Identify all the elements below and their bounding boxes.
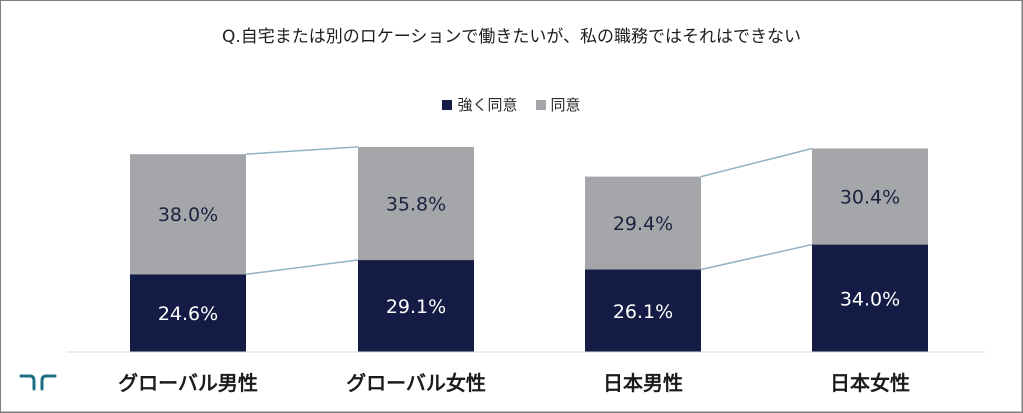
data-label-agree: 38.0% <box>158 204 218 226</box>
category-label: 日本女性 <box>830 371 910 395</box>
bar-strong <box>812 244 928 352</box>
category-label: 日本男性 <box>603 371 683 395</box>
legend-item-strong: 強く同意 <box>442 94 518 115</box>
category-label: グローバル女性 <box>346 371 486 395</box>
legend-swatch-strong <box>442 99 453 110</box>
company-logo-icon <box>18 372 58 396</box>
data-label-strong: 24.6% <box>158 303 218 325</box>
connector-line-top <box>700 147 813 178</box>
category-label: グローバル男性 <box>118 371 258 395</box>
bar-strong <box>358 260 474 352</box>
legend-item-agree: 同意 <box>535 94 581 115</box>
data-label-agree: 35.8% <box>386 193 446 215</box>
legend-swatch-agree <box>535 99 546 110</box>
connector-line-boundary <box>245 259 359 276</box>
bar-agree <box>130 154 246 275</box>
bar-agree <box>812 148 928 245</box>
data-label-strong: 26.1% <box>613 301 673 323</box>
chart-title: Q.自宅または別のロケーションで働きたいが、私の職務ではそれはできない <box>221 27 802 47</box>
connector-line-boundary <box>700 243 813 271</box>
connector-line-top <box>245 146 359 155</box>
data-label-strong: 29.1% <box>386 296 446 318</box>
bar-strong <box>130 274 246 352</box>
bar-agree <box>585 176 701 270</box>
data-label-agree: 29.4% <box>613 213 673 235</box>
data-label-strong: 34.0% <box>840 288 900 310</box>
data-label-agree: 30.4% <box>840 187 900 209</box>
legend: 強く同意 同意 <box>0 94 1023 115</box>
bar-strong <box>585 269 701 352</box>
legend-label-strong: 強く同意 <box>457 96 518 114</box>
legend-label-agree: 同意 <box>550 96 581 114</box>
bar-agree <box>358 146 474 261</box>
